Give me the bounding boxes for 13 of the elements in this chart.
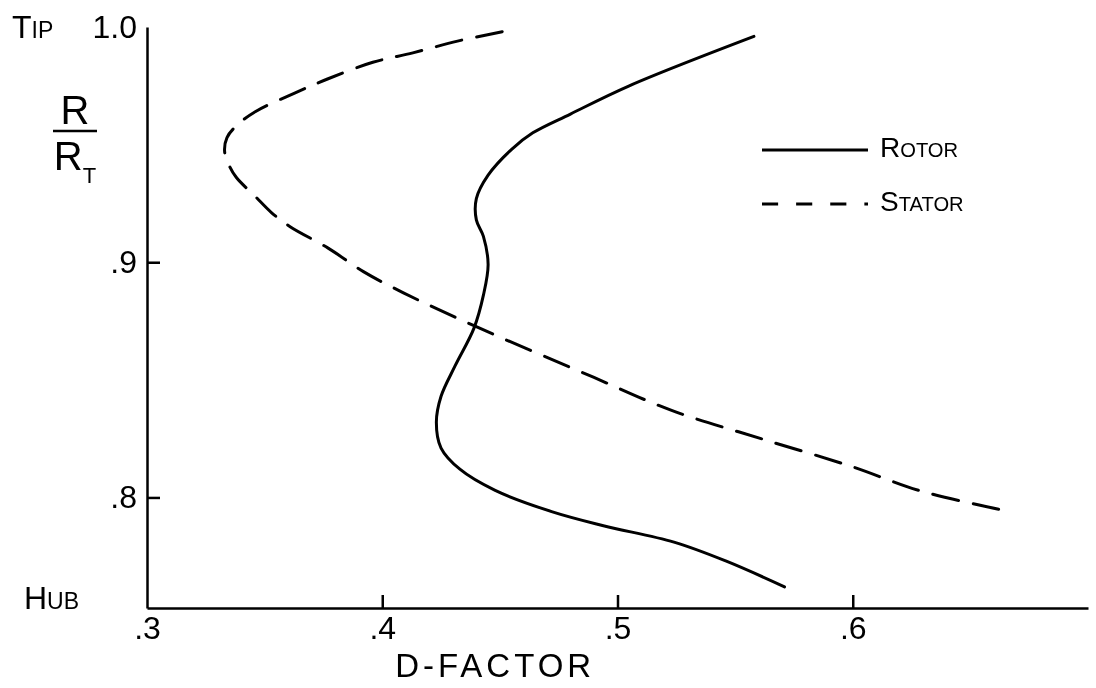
y-axis-title: R R$_{T}$ [53,88,97,188]
x-tick-label: .5 [604,609,632,646]
x-axis-title: D-FACTOR [395,647,596,684]
x-tick-label: .3 [134,609,161,646]
y-tick-label: .9 [110,243,137,280]
legend-label: ROTOR [880,132,959,163]
legend-label: STATOR [880,186,964,217]
text: TIP [12,9,54,45]
y-tick-label: 1.0 [92,8,137,45]
x-tick-label: .6 [839,609,867,646]
text: HUB [24,580,80,616]
x-tick-label: .4 [369,609,397,646]
y-tick-label: .8 [110,479,137,516]
